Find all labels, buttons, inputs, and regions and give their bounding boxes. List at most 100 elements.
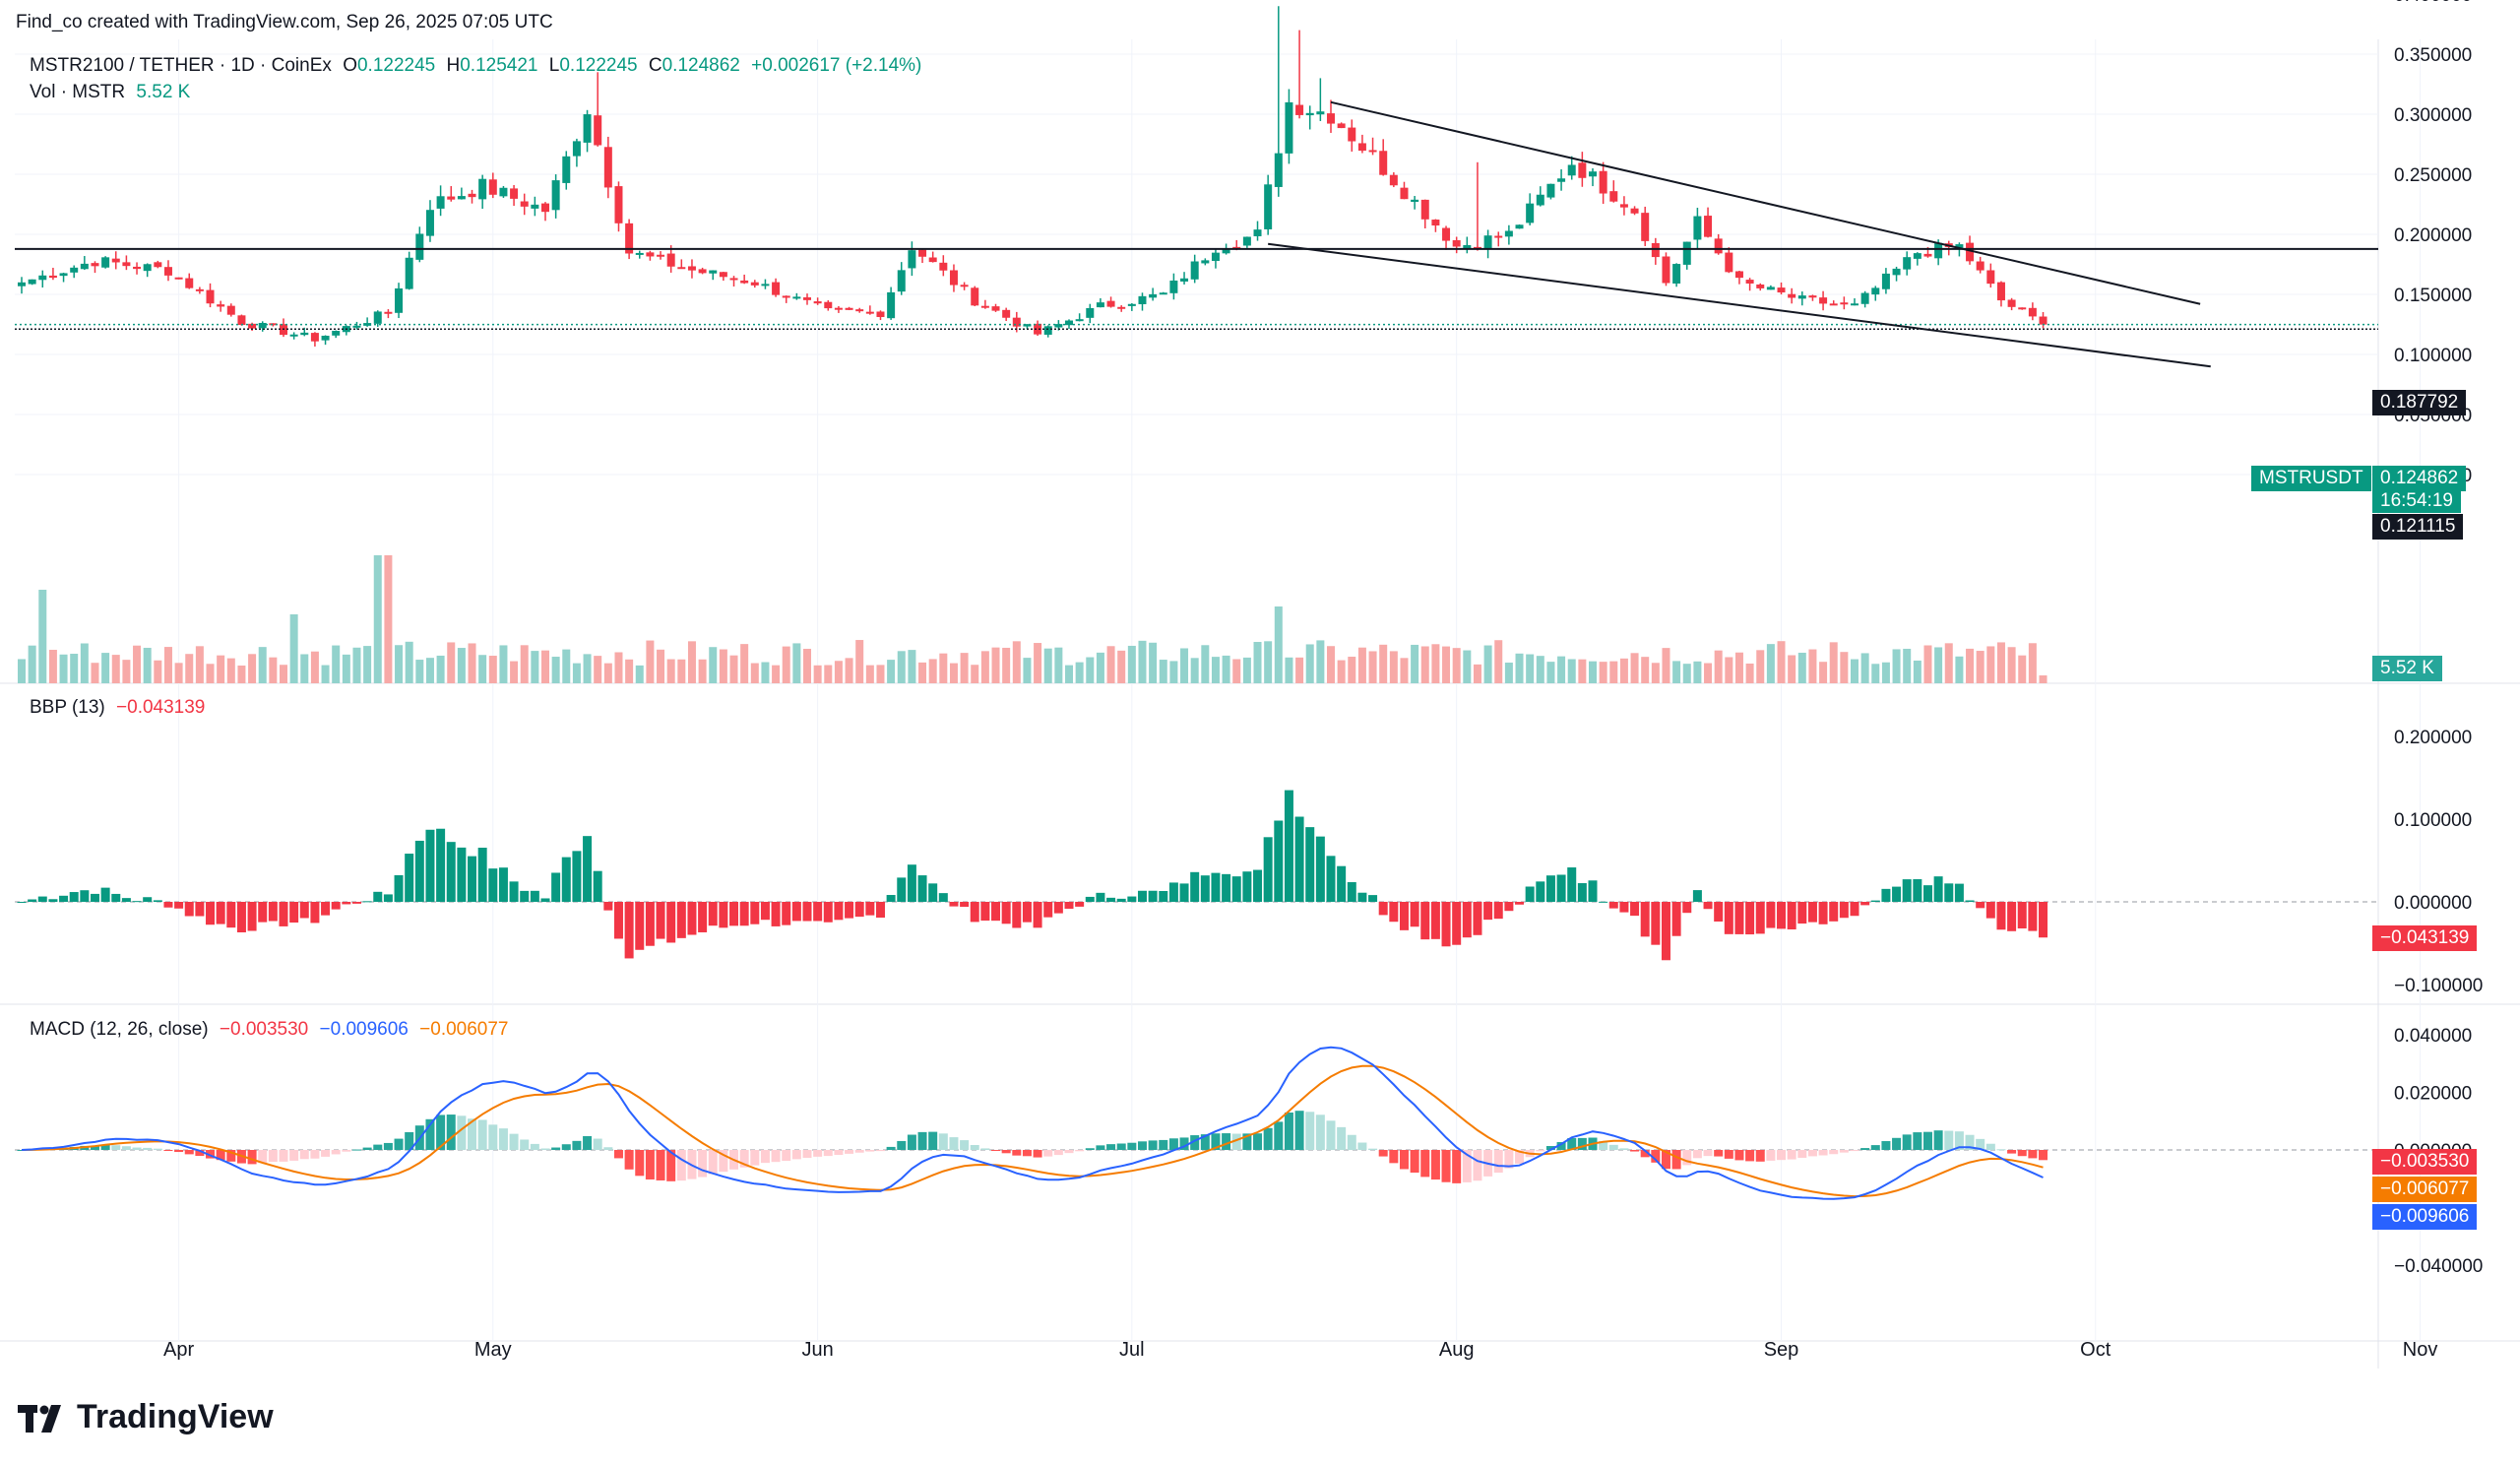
volume-bar: [551, 657, 560, 683]
candle-body: [1379, 151, 1388, 175]
macd-hist-bar: [656, 1150, 665, 1180]
bbp-bar: [1022, 902, 1032, 923]
bbp-bar: [1881, 888, 1891, 902]
candle-body: [991, 306, 1000, 311]
bbp-bar: [1253, 869, 1263, 902]
macd-hist-bar: [802, 1150, 812, 1159]
candle-body: [687, 266, 696, 271]
bbp-bar: [791, 902, 801, 922]
volume-bar: [750, 663, 759, 683]
macd-hist-bar: [845, 1150, 854, 1154]
bbp-bar: [310, 902, 320, 924]
bbp-bar: [1651, 902, 1661, 945]
bbp-axis-tick: 0.100000: [2394, 810, 2472, 831]
macd-hist-bar: [1274, 1121, 1284, 1150]
tradingview-logo[interactable]: TradingView: [18, 1398, 274, 1436]
volume-bar: [1096, 652, 1104, 683]
macd-hist-bar: [405, 1131, 414, 1150]
bbp-bar: [1284, 790, 1293, 902]
macd-hist-bar: [1399, 1150, 1409, 1170]
candle-body: [499, 187, 508, 197]
candle-body: [1043, 326, 1052, 335]
bbp-bar: [572, 851, 582, 902]
bbp-bar: [1965, 900, 1975, 902]
volume-bar: [310, 651, 319, 683]
bbp-bar: [1368, 895, 1378, 902]
macd-hist-bar: [111, 1145, 121, 1150]
macd-hist-bar: [279, 1150, 288, 1162]
volume-bar: [217, 655, 225, 683]
volume-bar: [855, 640, 864, 683]
candle-body: [1034, 323, 1042, 335]
volume-bar: [1819, 662, 1828, 683]
volume-bar: [949, 663, 958, 683]
bbp-bar: [405, 854, 414, 902]
macd-hist-tag: −0.003530: [2372, 1149, 2478, 1175]
symbol-description[interactable]: MSTR2100 / TETHER · 1D · CoinEx: [30, 55, 332, 76]
candle-body: [520, 201, 529, 207]
bbp-bar: [624, 902, 634, 959]
macd-hist-bar: [1954, 1131, 1964, 1150]
macd-hist-bar: [1284, 1112, 1293, 1150]
macd-hist-bar: [750, 1150, 760, 1166]
bbp-bar: [520, 890, 530, 902]
candle-body: [332, 331, 341, 336]
bbp-bar: [917, 875, 927, 902]
candle-body: [594, 115, 602, 146]
macd-hist-bar: [1326, 1120, 1336, 1150]
candle-body: [1630, 208, 1639, 214]
bbp-bar: [1671, 902, 1681, 936]
volume-bar: [845, 658, 853, 683]
volume-bar: [2028, 643, 2037, 683]
volume-bar: [1043, 648, 1052, 683]
macd-hist-bar: [1357, 1142, 1367, 1150]
bbp-bar: [1075, 902, 1085, 907]
volume-bar: [1316, 640, 1325, 683]
bbp-bar: [1274, 820, 1284, 902]
bbp-bar: [1337, 865, 1347, 902]
volume-bar: [1546, 662, 1555, 683]
candle-body: [1651, 242, 1660, 258]
macd-hist-bar: [1766, 1150, 1776, 1161]
candle-body: [1662, 256, 1670, 284]
volume-bar: [488, 656, 497, 683]
candle-body: [1557, 178, 1566, 182]
macd-hist-bar: [1818, 1150, 1828, 1156]
macd-hist-bar: [1504, 1150, 1514, 1169]
macd-signal-value: −0.006077: [419, 1019, 509, 1040]
bbp-bar: [509, 881, 519, 902]
volume-bar: [1337, 660, 1346, 683]
volume-bar: [991, 647, 1000, 683]
low-value: 0.122245: [559, 55, 638, 76]
macd-hist-bar: [928, 1131, 938, 1150]
volume-bar: [384, 555, 393, 683]
bbp-bar: [540, 898, 550, 902]
volume-bar: [1515, 653, 1524, 683]
bbp-bar: [1829, 902, 1839, 922]
volume-bar: [1034, 643, 1042, 683]
macd-hist-bar: [760, 1150, 770, 1164]
candle-body: [1996, 282, 2005, 301]
symbol-tag: MSTRUSDT: [2251, 466, 2371, 491]
bbp-bar: [351, 902, 361, 904]
volume-bar: [1242, 657, 1251, 683]
candle-body: [237, 315, 246, 326]
macd-hist-bar: [1703, 1150, 1713, 1157]
macd-hist-bar: [1116, 1143, 1126, 1150]
macd-hist-bar: [1159, 1139, 1168, 1150]
month-label: Aug: [1439, 1339, 1475, 1361]
bbp-bars: [17, 790, 2048, 961]
macd-hist-bar: [1944, 1130, 1954, 1150]
candle-body: [1797, 295, 1806, 299]
bbp-bar: [2007, 902, 2017, 931]
bbp-bar: [226, 902, 236, 928]
macd-hist-bar: [791, 1150, 801, 1160]
macd-hist-bar: [1106, 1144, 1116, 1150]
candle-body: [300, 332, 309, 336]
volume-bar: [1662, 648, 1670, 683]
candle-body: [824, 301, 833, 309]
candle-body: [1127, 303, 1136, 306]
candle-body: [1075, 319, 1084, 322]
